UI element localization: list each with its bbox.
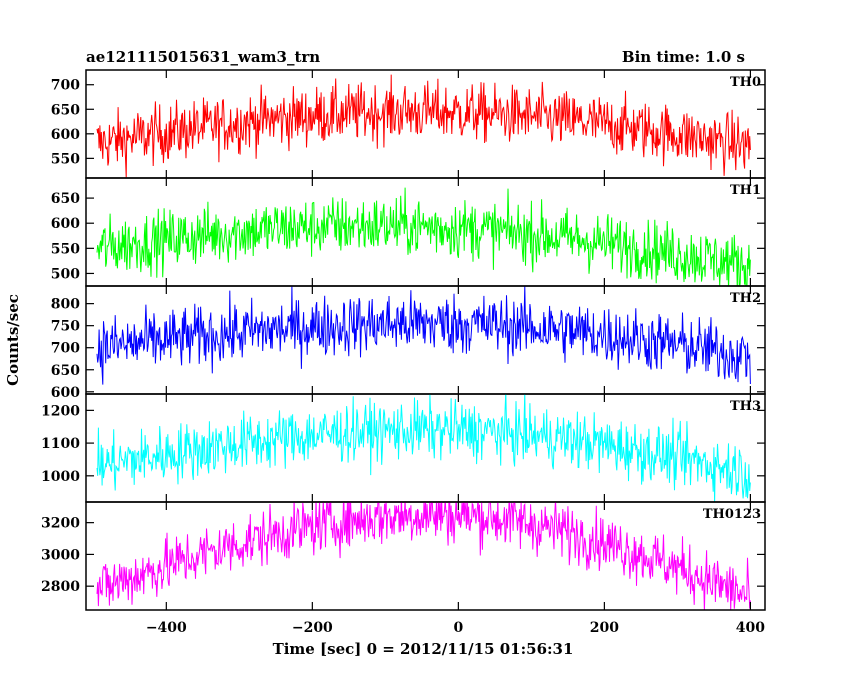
panel-th0123: 2800 3000 3200 TH0123	[41, 501, 766, 611]
y-tick-label: 550	[51, 151, 80, 167]
y-tick-label: 600	[51, 127, 80, 143]
panel-th3: 1000 1100 1200 TH3	[41, 393, 766, 503]
panel-frame	[85, 501, 766, 611]
y-tick-label: 3200	[41, 516, 80, 532]
series-line-th1	[96, 187, 751, 286]
y-tick-label: 500	[51, 266, 80, 282]
y-tick-label: 650	[51, 102, 80, 118]
y-tick-label: 1200	[41, 403, 80, 419]
series-line-th3	[96, 394, 751, 502]
y-tick-label: 2800	[41, 579, 80, 595]
y-tick-label: 650	[51, 363, 80, 379]
y-tick-label: 1000	[41, 469, 80, 485]
x-tick-label: −200	[292, 620, 333, 636]
panel-label-th3: TH3	[730, 399, 761, 414]
x-tick-label: 200	[590, 620, 619, 636]
x-axis-label: Time [sec] 0 = 2012/11/15 01:56:31	[273, 640, 574, 658]
y-tick-label: 700	[51, 78, 80, 94]
series-line-th2	[96, 286, 751, 385]
y-tick-label: 750	[51, 319, 80, 335]
panel-th1: 500 550 600 650 TH1	[51, 177, 766, 287]
y-tick-label: 600	[51, 216, 80, 232]
panel-label-th1: TH1	[730, 183, 761, 198]
x-tick-label: 0	[453, 620, 463, 636]
panel-label-th2: TH2	[730, 291, 761, 306]
y-tick-label: 1100	[41, 436, 80, 452]
x-axis: −400 −200 0 200 400	[146, 620, 765, 636]
panel-th2: 600 650 700 750 800 TH2	[51, 285, 766, 401]
y-tick-label: 3000	[41, 547, 80, 563]
x-tick-label: 400	[736, 620, 765, 636]
series-line-th0	[96, 74, 751, 178]
panel-frame	[85, 177, 766, 287]
y-axis-label: Counts/sec	[4, 294, 22, 386]
y-tick-label: 600	[51, 385, 80, 401]
y-tick-label: 800	[51, 297, 80, 313]
series-line-th0123	[96, 502, 751, 610]
bin-time-label: Bin time: 1.0 s	[622, 48, 745, 66]
panel-label-th0123: TH0123	[703, 507, 761, 522]
panel-th0: 550 600 650 700 TH0	[51, 69, 766, 179]
y-tick-label: 700	[51, 341, 80, 357]
x-tick-label: −400	[146, 620, 187, 636]
y-tick-label: 550	[51, 241, 80, 257]
chart-title: ae121115015631_wam3_trn	[86, 48, 320, 66]
y-tick-label: 650	[51, 191, 80, 207]
panel-label-th0: TH0	[730, 75, 761, 90]
panels-group: 550 600 650 700 TH0 500 550 600 650 TH1 600 650 700 7…	[41, 69, 766, 611]
